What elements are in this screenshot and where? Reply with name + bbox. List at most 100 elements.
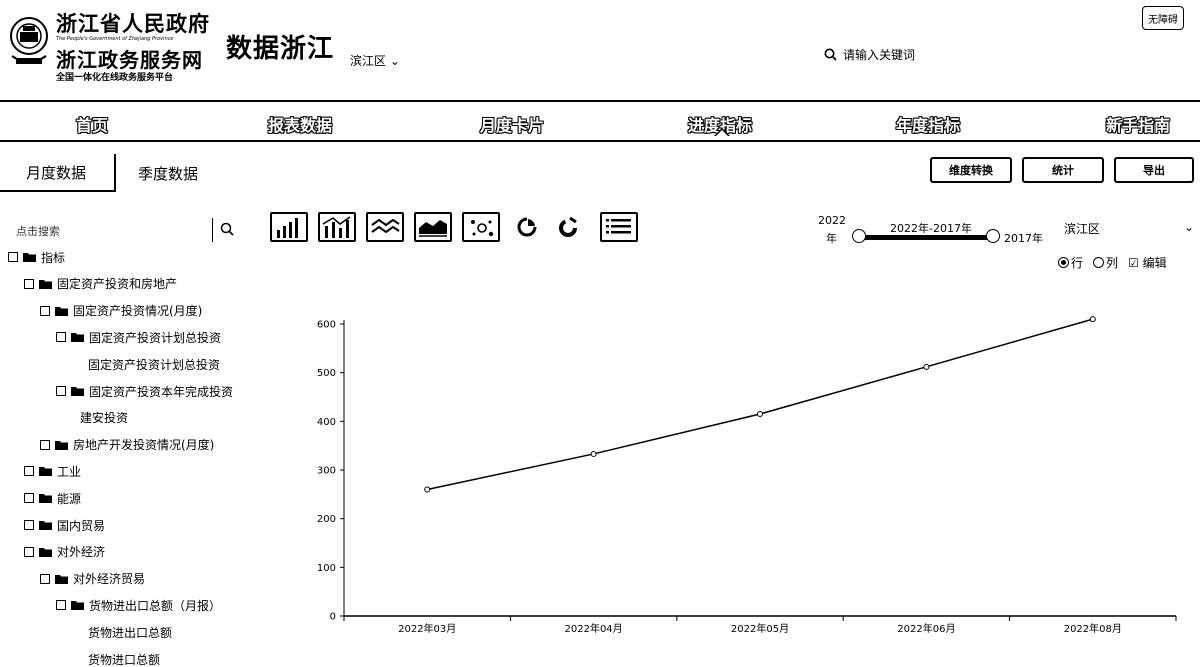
expand-toggle-icon[interactable] [24, 546, 34, 557]
data-point [424, 486, 431, 493]
edit-icon: ☑ [1128, 256, 1139, 270]
tree-item[interactable]: 货物进出口总额 [88, 623, 172, 641]
nav-item-guide[interactable]: 新手指南 [1106, 116, 1171, 135]
bar-chart-icon [277, 218, 298, 238]
expand-toggle-icon[interactable] [40, 439, 50, 450]
folder-icon [39, 547, 52, 557]
radio-col[interactable]: 列 [1093, 254, 1118, 271]
tree-search[interactable]: 点击搜索 [8, 218, 240, 242]
expand-toggle-icon[interactable] [56, 600, 66, 611]
tree-item-label: 对外经济贸易 [73, 572, 146, 587]
y-tick-label: 600 [317, 320, 336, 331]
tree-item[interactable]: 固定资产投资情况(月度) [40, 302, 202, 320]
stats-button[interactable]: 统计 [1022, 157, 1104, 183]
bar-line-chart-button[interactable] [318, 212, 356, 242]
expand-toggle-icon[interactable] [40, 573, 50, 584]
gov-subtitle-en: The People's Government of Zhejiang Prov… [56, 36, 174, 42]
area-chart-button[interactable] [414, 212, 452, 242]
tree-item-label: 固定资产投资本年完成投资 [89, 384, 234, 399]
region-selector[interactable]: 滨江区 ⌄ [350, 52, 400, 69]
x-tick-label: 2022年05月 [731, 622, 789, 635]
edit-button[interactable]: ☑ 编辑 [1128, 254, 1167, 271]
search-icon [824, 48, 837, 61]
search-box[interactable]: 请输入关键词 [824, 46, 915, 63]
tree-item[interactable]: 对外经济贸易 [40, 570, 145, 588]
expand-toggle-icon[interactable] [24, 520, 34, 530]
tree-item-label: 固定资产投资计划总投资 [89, 330, 222, 345]
search-placeholder: 请输入关键词 [843, 48, 916, 62]
tree-item-label: 货物进出口总额 [88, 625, 173, 640]
divider [212, 218, 213, 242]
tree-item[interactable]: 固定资产投资计划总投资 [56, 328, 221, 346]
year-slider-start-handle[interactable] [852, 229, 866, 243]
folder-icon [39, 467, 52, 477]
folder-icon [39, 279, 52, 289]
folder-icon [39, 494, 52, 504]
pie-chart-icon[interactable] [516, 216, 538, 238]
dimension-convert-button[interactable]: 维度转换 [930, 157, 1012, 183]
tree-item[interactable]: 工业 [24, 462, 81, 480]
nav-item-progress[interactable]: 进度指标 [688, 116, 753, 135]
data-point [1089, 316, 1096, 323]
tree-item-label: 国内贸易 [57, 518, 106, 533]
nav-item-home[interactable]: 首页 [76, 116, 109, 135]
tree-item[interactable]: 国内贸易 [24, 516, 105, 534]
scatter-button[interactable] [462, 212, 500, 242]
nav-item-reports[interactable]: 报表数据 [268, 116, 333, 135]
line-chart-button[interactable] [366, 212, 404, 242]
tree-item-label: 货物进口总额 [88, 652, 161, 667]
tree-item[interactable]: 货物进口总额 [88, 650, 160, 667]
nav-item-monthly-cards[interactable]: 月度卡片 [480, 116, 545, 135]
bar-line-chart-icon [322, 216, 351, 238]
year-slider-end-handle[interactable] [986, 229, 1000, 243]
folder-icon [39, 521, 52, 530]
tree-item[interactable]: 货物进出口总额（月报） [56, 596, 221, 614]
folder-icon [71, 333, 84, 343]
tab-monthly[interactable]: 月度数据 [0, 154, 116, 192]
radio-row-label: 行 [1071, 256, 1084, 270]
area-chart-icon [419, 220, 447, 237]
tree-item[interactable]: 固定资产投资计划总投资 [88, 355, 220, 373]
series-line [427, 318, 1094, 491]
line-chart: 0 100 200 300 400 500 600 2022年03月 2022年04月 2022年… [317, 316, 1177, 635]
nav-item-annual[interactable]: 年度指标 [896, 116, 961, 135]
x-tick-label: 2022年04月 [565, 622, 623, 635]
tree-search-input[interactable]: 点击搜索 [16, 225, 60, 238]
accessibility-button[interactable]: 无障碍 [1142, 6, 1184, 30]
tab-quarterly[interactable]: 季度数据 [138, 164, 199, 183]
expand-toggle-icon[interactable] [24, 466, 34, 477]
gov-service-title[interactable]: 浙江政务服务网 [56, 48, 203, 72]
bar-chart-button[interactable] [270, 212, 308, 242]
export-button[interactable]: 导出 [1114, 157, 1194, 183]
folder-icon [55, 306, 68, 316]
tree-item-label: 货物进出口总额（月报） [89, 598, 222, 613]
expand-toggle-icon[interactable] [40, 305, 50, 316]
tree-item[interactable]: 对外经济 [24, 543, 105, 561]
expand-toggle-icon[interactable] [56, 386, 66, 396]
tree-item[interactable]: 房地产开发投资情况(月度) [40, 436, 214, 454]
expand-toggle-icon[interactable] [24, 278, 34, 289]
main-nav: 首页 报表数据 月度卡片 进度指标 年度指标 新手指南 [0, 100, 1200, 142]
data-point [923, 363, 930, 370]
search-icon[interactable] [220, 222, 234, 236]
expand-toggle-icon[interactable] [56, 332, 66, 343]
expand-toggle-icon[interactable] [8, 252, 18, 262]
y-tick-label: 400 [317, 417, 336, 428]
donut-chart-icon[interactable] [556, 216, 580, 240]
tree-item[interactable]: 建安投资 [80, 409, 128, 427]
year-slider-track[interactable] [862, 235, 990, 240]
y-tick-label: 100 [317, 563, 336, 574]
tree-item[interactable]: 能源 [24, 489, 81, 507]
site-brand[interactable]: 数据浙江 [226, 34, 335, 64]
tree-item[interactable]: 固定资产投资和房地产 [24, 275, 177, 293]
orientation-controls: 行 列 ☑ 编辑 [1058, 254, 1167, 271]
tree-item-label: 指标 [41, 250, 66, 265]
tree-item[interactable]: 固定资产投资本年完成投资 [56, 382, 233, 400]
gov-title: 浙江省人民政府 [56, 11, 210, 36]
expand-toggle-icon[interactable] [24, 493, 34, 504]
area-select[interactable]: 滨江区 ⌄ [1064, 220, 1194, 237]
tree-item[interactable]: 指标 [8, 248, 65, 266]
radio-row[interactable]: 行 [1058, 254, 1083, 271]
area-select-value: 滨江区 [1064, 222, 1101, 236]
table-button[interactable] [600, 212, 638, 242]
